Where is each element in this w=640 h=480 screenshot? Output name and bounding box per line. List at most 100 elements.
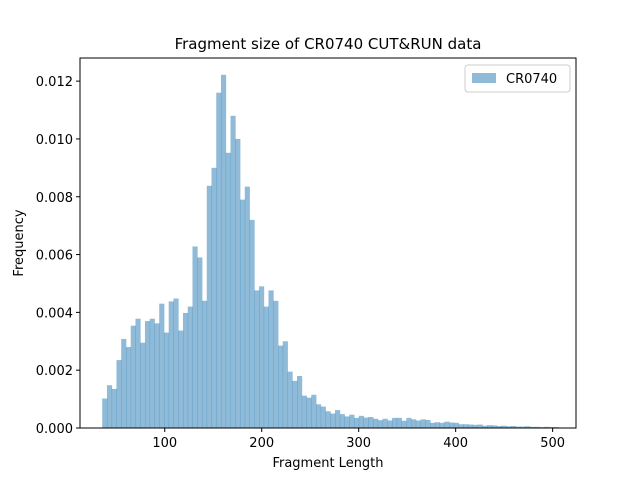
histogram-bar — [178, 330, 184, 428]
histogram-bar — [415, 420, 421, 428]
histogram-bar — [240, 199, 246, 428]
histogram-bar — [401, 420, 407, 428]
histogram-bar — [116, 360, 122, 428]
histogram-bar — [244, 186, 250, 428]
histogram-bar — [482, 425, 488, 428]
histogram-bar — [396, 417, 402, 428]
histogram-bar — [144, 321, 151, 428]
x-tick-label: 400 — [443, 436, 468, 451]
histogram-bar — [487, 425, 493, 428]
histogram-bar — [463, 424, 469, 428]
y-tick-label: 0.010 — [36, 133, 73, 148]
histogram-bar — [187, 306, 193, 428]
histogram-bar — [510, 425, 516, 428]
y-tick-label: 0.004 — [36, 306, 73, 321]
histogram-bar — [430, 422, 436, 428]
histogram-bar — [525, 426, 531, 428]
legend-label: CR0740 — [506, 72, 557, 87]
histogram-bar — [297, 375, 303, 428]
x-axis-label: Fragment Length — [272, 456, 383, 471]
histogram-bar — [496, 425, 502, 428]
histogram-bar — [301, 395, 307, 429]
legend-box — [464, 64, 571, 93]
legend: CR0740 — [464, 64, 571, 93]
histogram-bar — [449, 422, 455, 428]
histogram-bar — [130, 325, 136, 428]
histogram-bar — [140, 342, 146, 428]
histogram-bar — [149, 318, 155, 428]
histogram-bar — [515, 426, 521, 428]
histogram-bar — [506, 426, 512, 428]
histogram-bar — [316, 404, 322, 428]
histogram-bar — [349, 414, 355, 428]
x-tick-label: 500 — [540, 436, 565, 451]
histogram-bar — [235, 138, 241, 428]
histogram-bar — [339, 414, 345, 429]
histogram-bar — [534, 426, 540, 428]
y-tick-label: 0.000 — [36, 422, 73, 437]
histogram-bar — [439, 422, 445, 428]
y-axis-label: Frequency — [12, 209, 27, 276]
histogram-bar — [354, 417, 360, 428]
histogram-bar — [259, 286, 265, 428]
histogram-bar — [529, 426, 535, 428]
histogram-bar — [135, 318, 141, 428]
histogram-bar — [520, 426, 526, 428]
histogram-bar — [420, 419, 426, 428]
histogram-bar — [311, 394, 317, 428]
histogram-bar — [387, 420, 393, 428]
histogram-bar — [444, 421, 450, 428]
histogram-bar — [125, 347, 132, 428]
histogram-bar — [168, 301, 174, 428]
histogram-bar — [192, 246, 198, 428]
histogram-bar — [406, 417, 412, 428]
histogram-bar — [491, 425, 497, 428]
histogram-bar — [292, 380, 298, 428]
histogram-bar — [392, 417, 398, 428]
histogram-bar — [201, 300, 208, 428]
histogram-bar — [206, 185, 212, 428]
histogram-bar — [278, 345, 284, 428]
histogram-bar — [363, 417, 369, 428]
histogram-bar — [368, 417, 374, 428]
histogram-bar — [263, 306, 269, 428]
histogram-bar — [501, 425, 507, 428]
histogram-bar — [306, 397, 312, 428]
histogram-bar — [163, 332, 170, 428]
histogram-bar — [458, 424, 464, 428]
histogram-bar — [358, 415, 364, 428]
histogram-bar — [425, 419, 431, 428]
histogram-bar — [330, 413, 336, 428]
histogram-bar — [254, 290, 260, 428]
chart-title: Fragment size of CR0740 CUT&RUN data — [175, 35, 482, 53]
histogram-bar — [182, 312, 189, 428]
histogram-bar — [273, 300, 279, 428]
histogram-bars — [102, 74, 559, 429]
y-tick-label: 0.006 — [36, 249, 73, 264]
histogram-bar — [220, 74, 227, 429]
histogram-bar — [249, 219, 255, 429]
histogram-bar — [468, 424, 474, 428]
histogram-bar — [373, 418, 379, 428]
histogram-bar — [159, 303, 165, 428]
histogram-bar — [382, 418, 388, 428]
histogram-bar — [453, 422, 459, 428]
histogram-bar — [477, 424, 483, 428]
histogram-bar — [287, 371, 293, 428]
histogram-bar — [102, 398, 108, 428]
histogram-bar — [197, 257, 203, 428]
histogram-bar — [544, 426, 550, 428]
histogram-bar — [335, 410, 341, 428]
histogram-bar — [216, 92, 222, 428]
y-axis-ticks: 0.000 0.002 0.004 0.006 0.008 0.010 0.012 — [36, 75, 80, 437]
x-axis-ticks: 100 200 300 400 500 — [152, 428, 565, 451]
histogram-bar — [173, 298, 179, 428]
histogram-bar — [472, 424, 478, 428]
histogram-bar — [121, 338, 127, 428]
x-tick-label: 100 — [152, 436, 177, 451]
histogram-bar — [282, 341, 288, 428]
histogram-bar — [230, 115, 236, 428]
histogram-bar — [154, 323, 160, 428]
y-tick-label: 0.008 — [36, 191, 73, 206]
